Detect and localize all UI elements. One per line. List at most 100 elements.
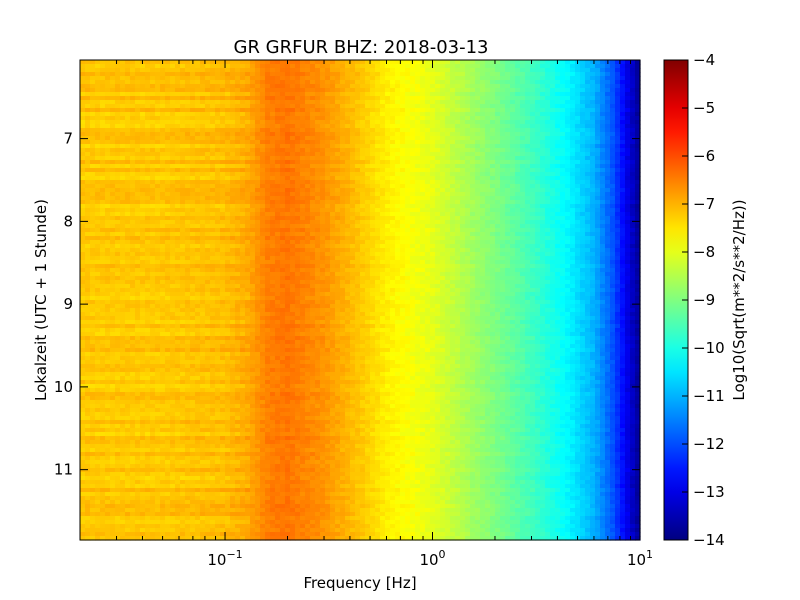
heatmap-cell — [145, 292, 151, 297]
heatmap-cell — [230, 396, 236, 401]
heatmap-cell — [180, 388, 186, 393]
heatmap-cell — [175, 120, 181, 125]
heatmap-cell — [145, 124, 151, 129]
heatmap-cell — [285, 172, 291, 177]
heatmap-cell — [115, 144, 121, 149]
heatmap-cell — [155, 64, 161, 69]
heatmap-cell — [90, 204, 96, 209]
heatmap-cell — [260, 136, 266, 141]
heatmap-cell — [80, 256, 86, 261]
heatmap-cell — [135, 152, 141, 157]
heatmap-cell — [160, 220, 166, 225]
heatmap-cell — [150, 344, 156, 349]
heatmap-cell — [115, 348, 121, 353]
heatmap-cell — [135, 108, 141, 113]
heatmap-cell — [275, 280, 281, 285]
heatmap-cell — [190, 508, 196, 513]
heatmap-cell — [145, 164, 151, 169]
heatmap-cell — [255, 356, 261, 361]
heatmap-cell — [105, 452, 111, 457]
heatmap-cell — [225, 312, 231, 317]
heatmap-cell — [105, 220, 111, 225]
heatmap-cell — [95, 272, 101, 277]
heatmap-cell — [140, 256, 146, 261]
heatmap-cell — [95, 124, 101, 129]
heatmap-cell — [115, 172, 121, 177]
heatmap-cell — [85, 164, 91, 169]
heatmap-cell — [100, 420, 106, 425]
heatmap-cell — [170, 356, 176, 361]
heatmap-cell — [115, 396, 121, 401]
heatmap-cell — [260, 120, 266, 125]
heatmap-cell — [180, 440, 186, 445]
heatmap-cell — [140, 284, 146, 289]
heatmap-cell — [280, 344, 286, 349]
heatmap-cell — [85, 400, 91, 405]
heatmap-cell — [255, 136, 261, 141]
heatmap-cell — [180, 180, 186, 185]
heatmap-cell — [80, 380, 86, 385]
heatmap-cell — [260, 280, 266, 285]
heatmap-cell — [255, 432, 261, 437]
heatmap-cell — [170, 64, 176, 69]
heatmap-cell — [270, 288, 276, 293]
heatmap-cell — [115, 220, 121, 225]
heatmap-cell — [155, 164, 161, 169]
heatmap-cell — [110, 72, 116, 77]
heatmap-cell — [270, 92, 276, 97]
heatmap-cell — [250, 488, 256, 493]
heatmap-cell — [205, 168, 211, 173]
heatmap-cell — [180, 508, 186, 513]
heatmap-cell — [190, 504, 196, 509]
heatmap-cell — [225, 436, 231, 441]
heatmap-cell — [85, 320, 91, 325]
heatmap-cell — [240, 124, 246, 129]
heatmap-cell — [130, 392, 136, 397]
heatmap-cell — [205, 396, 211, 401]
heatmap-cell — [95, 248, 101, 253]
heatmap-cell — [225, 184, 231, 189]
heatmap-cell — [175, 260, 181, 265]
heatmap-cell — [150, 460, 156, 465]
heatmap-cell — [150, 328, 156, 333]
heatmap-cell — [215, 244, 221, 249]
heatmap-cell — [235, 112, 241, 117]
heatmap-cell — [115, 400, 121, 405]
heatmap-cell — [255, 92, 261, 97]
heatmap-cell — [165, 80, 171, 85]
heatmap-cell — [120, 428, 126, 433]
heatmap-cell — [140, 92, 146, 97]
heatmap-cell — [105, 88, 111, 93]
heatmap-cell — [285, 76, 291, 81]
heatmap-cell — [180, 84, 186, 89]
heatmap-cell — [215, 532, 221, 537]
heatmap-cell — [260, 352, 266, 357]
heatmap-cell — [190, 140, 196, 145]
heatmap-cell — [160, 328, 166, 333]
heatmap-cell — [180, 392, 186, 397]
heatmap-cell — [215, 304, 221, 309]
heatmap-cell — [155, 420, 161, 425]
heatmap-cell — [115, 112, 121, 117]
heatmap-cell — [260, 116, 266, 121]
heatmap-cell — [280, 420, 286, 425]
heatmap-cell — [210, 236, 216, 241]
heatmap-cell — [140, 208, 146, 213]
heatmap-cell — [195, 76, 201, 81]
heatmap-cell — [135, 200, 141, 205]
heatmap-cell — [275, 164, 281, 169]
heatmap-cell — [140, 244, 146, 249]
heatmap-cell — [205, 300, 211, 305]
heatmap-cell — [265, 228, 271, 233]
heatmap-cell — [185, 416, 191, 421]
heatmap-cell — [200, 472, 206, 477]
heatmap-cell — [265, 372, 271, 377]
heatmap-cell — [185, 68, 191, 73]
heatmap-cell — [140, 496, 146, 501]
heatmap-cell — [125, 516, 131, 521]
heatmap-cell — [135, 356, 141, 361]
heatmap-cell — [90, 220, 96, 225]
heatmap-cell — [110, 328, 116, 333]
heatmap-cell — [115, 368, 121, 373]
heatmap-cell — [210, 388, 216, 393]
